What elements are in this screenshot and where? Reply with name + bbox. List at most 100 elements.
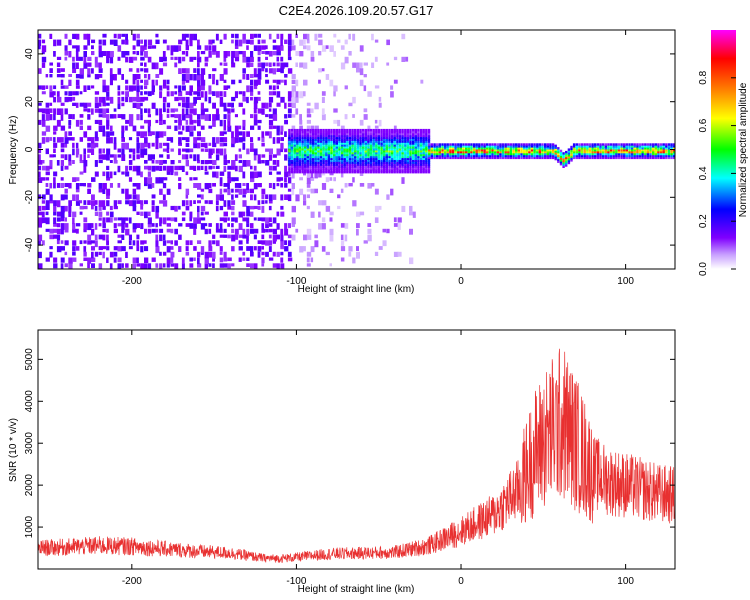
spectrogram-cell [301,132,304,136]
spectrogram-cell [335,161,338,164]
spectrogram-cell [290,163,294,166]
spectrogram-cell [570,149,573,153]
spectrogram-cell [356,161,360,164]
spectrogram-cell [662,152,665,156]
spectrogram-cell [628,152,631,156]
spectrogram-cell [369,153,373,157]
spectrogram-cell [475,156,478,160]
spectrogram-cell [147,177,153,185]
spectrogram-cell [459,150,463,154]
spectrogram-cell [433,156,436,160]
spectrogram-cell [45,148,49,155]
spectrogram-cell [242,74,246,80]
spectrogram-cell [49,85,53,93]
spectrogram-cell [296,150,299,153]
spectrogram-cell [329,177,333,181]
spectrogram-cell [433,150,436,154]
spectrogram-cell [314,171,317,174]
spectrogram-cell [377,159,381,162]
spectrogram-cell [396,165,399,168]
spectrogram-cell [223,62,228,66]
spectrogram-cell [554,157,557,161]
spectrogram-cell [170,240,173,245]
spectrogram-cell [306,263,311,267]
spectrogram-cell [617,156,621,160]
spectrogram-cell [333,163,336,166]
spectrogram-cell [128,154,132,159]
spectrogram-cell [486,150,489,154]
spectrogram-cell [303,79,308,86]
spectrogram-cell [53,91,56,96]
spectrogram-cell [38,194,41,200]
spectrogram-cell [319,151,323,155]
spectrogram-cell [401,150,404,153]
spectrogram-cell [250,114,254,119]
spectrogram-cell [517,145,520,148]
spectrogram-cell [436,143,439,146]
spectrogram-cell [372,142,375,145]
spectrogram-cell [204,91,208,98]
spectrogram-cell [333,132,336,136]
spectrogram-cell [98,148,102,154]
spectrogram-cell [594,154,597,158]
spectrogram-cell [319,144,323,147]
spectrogram-cell [121,96,125,102]
spectrogram-cell [646,143,650,146]
spectrogram-cell [298,165,302,168]
spectrogram-cell [170,165,174,173]
spectrogram-cell [231,177,235,182]
spectrogram-cell [351,169,354,172]
spectrogram-cell [45,228,50,232]
spectrogram-cell [284,74,288,78]
spectrogram-cell [533,147,536,150]
spectrogram-cell [348,163,352,166]
spectrogram-cell [261,246,264,250]
spectrogram-cell [522,147,526,150]
spectrogram-cell [298,142,302,145]
spectrogram-cell [419,159,423,162]
spectrogram-cell [354,157,357,160]
spectrogram-cell [276,68,281,72]
spectrogram-cell [425,151,428,155]
spectrogram-cell [501,145,505,148]
spectrogram-cell [91,39,96,44]
spectrogram-cell [472,156,476,160]
spectrogram-cell [234,56,240,62]
spectrogram-cell [223,200,227,207]
spectrogram-cell [261,108,265,115]
spectrogram-cell [398,134,402,138]
spectrogram-cell [257,68,262,75]
spectrogram-cell [268,205,272,211]
spectrogram-cell [659,156,663,160]
spectrogram-cell [372,150,375,153]
spectrogram-cell [94,205,98,211]
spectrogram-cell [296,144,299,147]
spectrogram-cell [386,228,390,234]
spectrogram-cell [189,263,194,268]
spectrogram-cell [102,33,107,38]
spectrogram-cell [102,217,106,224]
spectrogram-cell [451,147,455,150]
spectrogram-cell [60,114,64,121]
spectrogram-cell [401,138,404,141]
spectrogram-cell [94,56,98,63]
spectrogram-cell [293,146,296,149]
spectrogram-cell [340,163,344,166]
spectrogram-cell [151,228,156,233]
spectrogram-cell [562,163,565,167]
spectrogram-cell [261,223,265,230]
spectrogram-cell [287,251,292,257]
spectrogram-cell [428,143,431,146]
spectrogram-cell [340,144,344,147]
spectrogram-cell [301,146,304,149]
spectrogram-cell [446,152,449,156]
spectrogram-cell [298,163,302,166]
spectrogram-cell [140,246,144,253]
spectrogram-cell [38,142,42,148]
spectrogram-cell [231,194,234,200]
spectrogram-cell [166,223,171,227]
spectrogram-cell [393,169,396,172]
spectrogram-cell [383,138,386,141]
spectrogram-cell [311,138,315,141]
spectrogram-cell [102,228,106,233]
